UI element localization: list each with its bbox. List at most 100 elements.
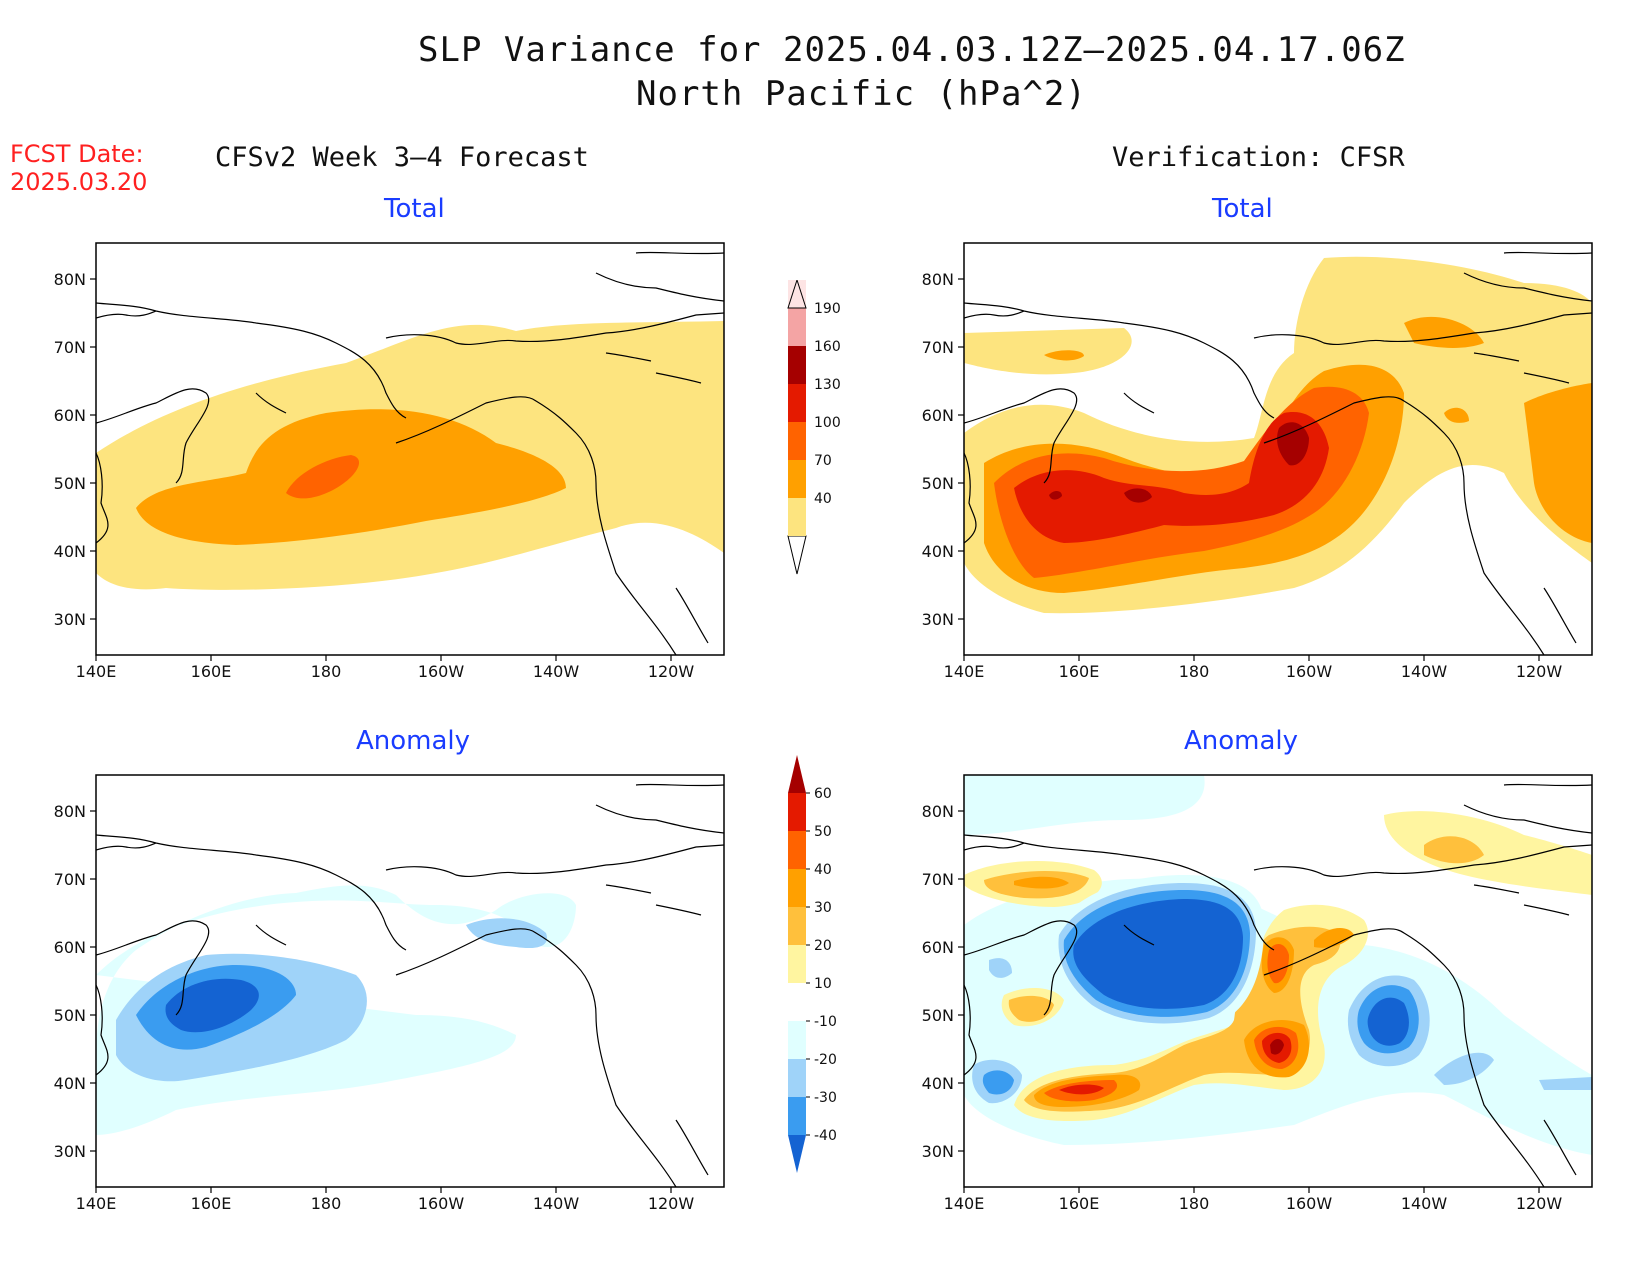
lat-label: 70N [922,338,954,357]
colorbar-segment [788,498,806,536]
lat-label: 50N [54,474,86,493]
coastline [1123,392,1155,414]
lon-label: 160E [191,1194,232,1213]
colorbar-label: 50 [814,824,832,840]
coastline [1463,272,1593,302]
lat-label: 70N [54,338,86,357]
colorbar-label: -30 [814,1090,837,1106]
colorbar-label: 60 [814,786,832,802]
contour-neg30-b [982,1070,1014,1095]
coastline [635,251,725,255]
contour-60-c [1270,1039,1284,1055]
coastline [385,844,725,877]
coastlines [95,251,725,656]
colorbar-segment [788,945,806,983]
contour-neg40-big [1073,899,1243,1009]
contour-neg40-east [1367,997,1409,1046]
lon-label: 160E [1059,662,1100,681]
coastline [1123,924,1155,946]
contour-neg10-bg [964,775,1205,835]
contour-70-small [1044,350,1084,361]
coastline [395,928,677,1188]
lat-label: 60N [54,938,86,957]
coastline [255,392,287,414]
lat-label: 80N [922,802,954,821]
fcst-date: 2025.03.20 [10,168,148,196]
lon-label: 140E [944,662,985,681]
contour-100 [286,455,360,499]
coastline [1523,372,1570,384]
contour-30-ne [1314,928,1354,948]
contour-70-small2 [1444,407,1469,423]
lat-label: 30N [922,1142,954,1161]
coastline [1503,251,1593,255]
coastline [95,920,210,1016]
lat-label: 70N [54,870,86,889]
colorbar-segment [788,1097,806,1135]
lat-label: 50N [54,1006,86,1025]
lon-label: 160E [1059,1194,1100,1213]
coastline [1463,804,1593,834]
main-subtitle: North Pacific (hPa^2) [636,74,1087,114]
coastline [1263,396,1545,656]
coastline [95,842,157,851]
lat-label: 80N [54,802,86,821]
coastline [963,388,1078,484]
contour-neg20-e2 [1539,1077,1592,1090]
lat-label: 80N [54,270,86,289]
lon-label: 180 [1179,662,1210,681]
colorbar-segment [788,907,806,945]
contour-40-arctic [964,328,1132,375]
lon-label: 160W [1286,662,1333,681]
right-column-title: Verification: CFSR [1112,142,1405,173]
lon-label: 180 [311,662,342,681]
coastlines [95,783,725,1188]
contour-neg20-se [1434,1052,1494,1085]
coastline [1473,352,1520,362]
lon-label: 180 [311,1194,342,1213]
contour-neg20-a [989,958,1012,978]
coastline [963,920,1078,1016]
coastline [605,352,652,362]
coastline [95,310,157,319]
colorbar-label: -10 [814,1014,837,1030]
colorbar-segment [788,384,806,422]
main-title: SLP Variance for 2025.04.03.12Z–2025.04.… [418,30,1406,70]
lon-label: 140W [1401,662,1448,681]
colorbar-label: 40 [814,862,832,878]
coastline [95,452,109,544]
colorbar-segment [788,422,806,460]
colorbar-label: 10 [814,976,832,992]
lon-label: 120W [648,1194,695,1213]
colorbar-arrow-high [788,755,806,793]
coastline [1543,587,1577,644]
lon-label: 140E [944,1194,985,1213]
colorbar-label: 130 [814,377,841,393]
coastline [1263,928,1545,1188]
colorbar-label: 30 [814,900,832,916]
colorbar-label: 20 [814,938,832,954]
coastline [1523,904,1570,916]
colorbar-segment [788,983,806,1021]
lat-label: 60N [54,406,86,425]
lat-label: 40N [54,1074,86,1093]
colorbar-segment [788,1021,806,1059]
contour-160-c [1049,490,1062,500]
fcst-date-label: FCST Date: 2025.03.20 [10,140,147,196]
left-column-title: CFSv2 Week 3–4 Forecast [215,142,589,173]
coastline [635,783,725,787]
colorbar-label: 160 [814,339,841,355]
coastline [595,272,725,302]
coastline [963,310,1025,319]
contour-10-ne [1384,811,1592,895]
lon-label: 120W [1516,1194,1563,1213]
colorbar-label: 40 [814,491,832,507]
coastline [963,984,977,1076]
lat-label: 50N [922,1006,954,1025]
coastlines [963,783,1593,1188]
coastline [963,452,977,544]
colorbar-segment [788,869,806,907]
colorbar-arrow-low [787,535,807,575]
lon-label: 120W [648,662,695,681]
lat-label: 60N [922,938,954,957]
